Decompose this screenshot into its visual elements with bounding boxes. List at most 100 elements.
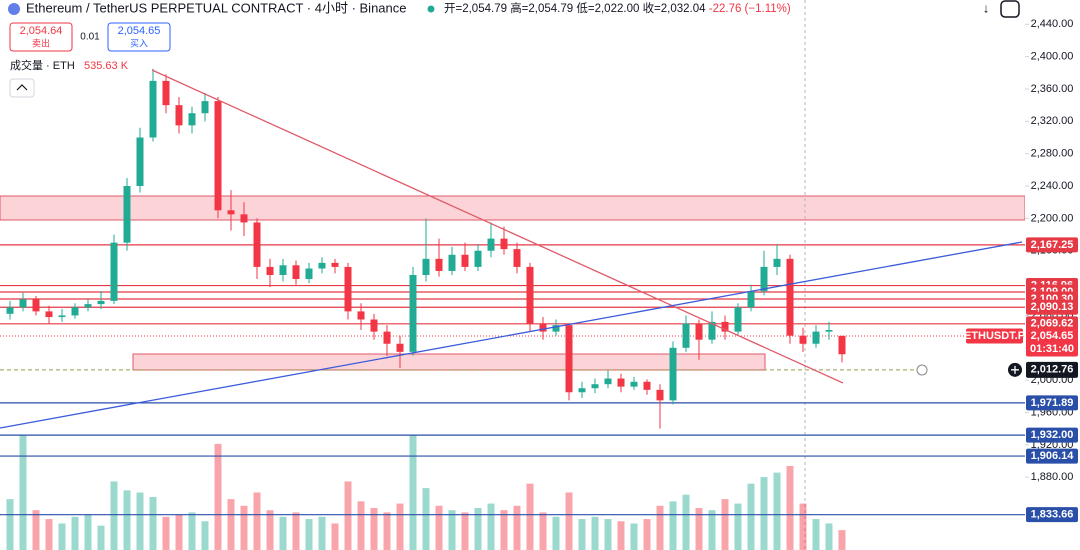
symbol-icon bbox=[8, 3, 20, 15]
sell-label[interactable]: 卖出 bbox=[32, 37, 50, 48]
crosshair-handle[interactable] bbox=[916, 364, 928, 376]
volume-bar bbox=[656, 505, 664, 550]
candle-body bbox=[630, 381, 638, 387]
candle-body bbox=[526, 266, 534, 324]
axis-layer: 2,440.00 2,400.00 2,360.00 2,320.00 2,280.00… bbox=[964, 18, 1078, 523]
volume-bar bbox=[487, 503, 495, 550]
volume-bar bbox=[84, 514, 92, 550]
candle-body bbox=[734, 307, 742, 332]
symbol-tag-box bbox=[966, 328, 1023, 344]
fullscreen-button[interactable] bbox=[1000, 0, 1020, 18]
status-dot bbox=[427, 5, 435, 13]
volume-bar bbox=[318, 516, 326, 550]
ohlc-low: 低=2,022.00 bbox=[576, 2, 639, 15]
candle-body bbox=[331, 262, 339, 267]
candle-body bbox=[812, 331, 820, 344]
sell-button[interactable] bbox=[9, 22, 73, 52]
price-label-box bbox=[1026, 507, 1078, 523]
volume-bar bbox=[240, 505, 248, 550]
y-tick-label: 2,320.00 bbox=[1031, 115, 1074, 127]
ohlc-high: 高=2,054.79 bbox=[510, 1, 573, 15]
price-label-box bbox=[1026, 299, 1078, 315]
volume-bar bbox=[838, 530, 846, 550]
volume-bar bbox=[45, 519, 53, 550]
candle-body bbox=[305, 268, 313, 280]
volume-bar bbox=[266, 510, 274, 550]
volume-bar bbox=[149, 496, 157, 550]
volume-bar bbox=[58, 523, 66, 550]
collapse-button[interactable] bbox=[9, 78, 35, 98]
volume-bar bbox=[97, 525, 105, 550]
volume-bar bbox=[6, 499, 14, 550]
buy-label[interactable]: 买入 bbox=[130, 38, 148, 48]
y-tick-label: 2,360.00 bbox=[1031, 83, 1074, 95]
candle-body bbox=[695, 323, 703, 340]
volume-bar bbox=[747, 483, 755, 550]
ohlc-open: 开=2,054.79 bbox=[444, 3, 507, 15]
candle-body bbox=[656, 389, 664, 401]
trend-line-down bbox=[151, 69, 844, 384]
candle-body bbox=[136, 137, 144, 187]
volume-bar bbox=[578, 519, 586, 550]
candle-body bbox=[201, 101, 209, 114]
sell-price[interactable]: 2,054.64 bbox=[20, 25, 63, 37]
buy-price[interactable]: 2,054.65 bbox=[118, 25, 161, 37]
candle-body bbox=[747, 291, 755, 308]
volume-bar bbox=[630, 523, 638, 550]
trend-line-up bbox=[0, 241, 1023, 429]
candle-body bbox=[97, 300, 105, 305]
candle-body bbox=[266, 266, 274, 275]
y-tick-label: 2,400.00 bbox=[1031, 51, 1074, 63]
candle-body bbox=[188, 113, 196, 126]
volume-bar bbox=[474, 507, 482, 550]
candle-body bbox=[682, 323, 690, 348]
candle-body bbox=[292, 265, 300, 280]
volume-bar bbox=[812, 519, 820, 550]
candle-body bbox=[578, 388, 586, 393]
candle-body bbox=[58, 315, 66, 318]
volume-layer bbox=[6, 435, 846, 550]
last-price-label: 2,054.65 bbox=[1031, 330, 1074, 342]
crosshair-label: 2,012.76 bbox=[1031, 364, 1074, 376]
volume-bar bbox=[396, 503, 404, 550]
volume-bar bbox=[734, 503, 742, 550]
candle-body bbox=[370, 319, 378, 332]
price-label-box bbox=[1026, 395, 1078, 411]
candle-body bbox=[721, 321, 729, 332]
candle-body bbox=[435, 258, 443, 271]
volume-bar bbox=[461, 512, 469, 550]
candle-body bbox=[149, 80, 157, 138]
candle-body bbox=[643, 381, 651, 390]
candle-body bbox=[773, 258, 781, 267]
volume-bar bbox=[617, 521, 625, 550]
volume-bar bbox=[305, 519, 313, 550]
candle-body bbox=[71, 307, 79, 316]
buy-button[interactable] bbox=[107, 22, 171, 52]
volume-bar bbox=[136, 492, 144, 550]
candle-body bbox=[760, 266, 768, 292]
download-icon[interactable]: ↓ bbox=[983, 0, 990, 15]
candle-body bbox=[448, 254, 456, 271]
price-line-layer bbox=[0, 244, 1025, 516]
volume-bar bbox=[526, 483, 534, 550]
volume-bar bbox=[188, 512, 196, 550]
candle-body bbox=[474, 250, 482, 267]
candle-body bbox=[84, 304, 92, 308]
candle-body bbox=[552, 325, 560, 332]
volume-bar bbox=[344, 481, 352, 550]
price-label-box bbox=[1026, 427, 1078, 443]
candle-body bbox=[422, 258, 430, 275]
candle-body bbox=[786, 258, 794, 336]
price-label: 1,932.00 bbox=[1031, 429, 1074, 441]
volume-bar bbox=[19, 435, 27, 550]
ohlc-change: -22.76 (−1.11%) bbox=[709, 3, 791, 15]
crosshair-plus-icon bbox=[1011, 365, 1019, 374]
candle-body bbox=[175, 105, 183, 126]
volume-bar bbox=[760, 477, 768, 550]
candle-body bbox=[669, 347, 677, 401]
volume-bar bbox=[383, 512, 391, 550]
volume-bar bbox=[214, 443, 222, 550]
volume-bar bbox=[292, 512, 300, 550]
price-label-box bbox=[1026, 237, 1078, 253]
